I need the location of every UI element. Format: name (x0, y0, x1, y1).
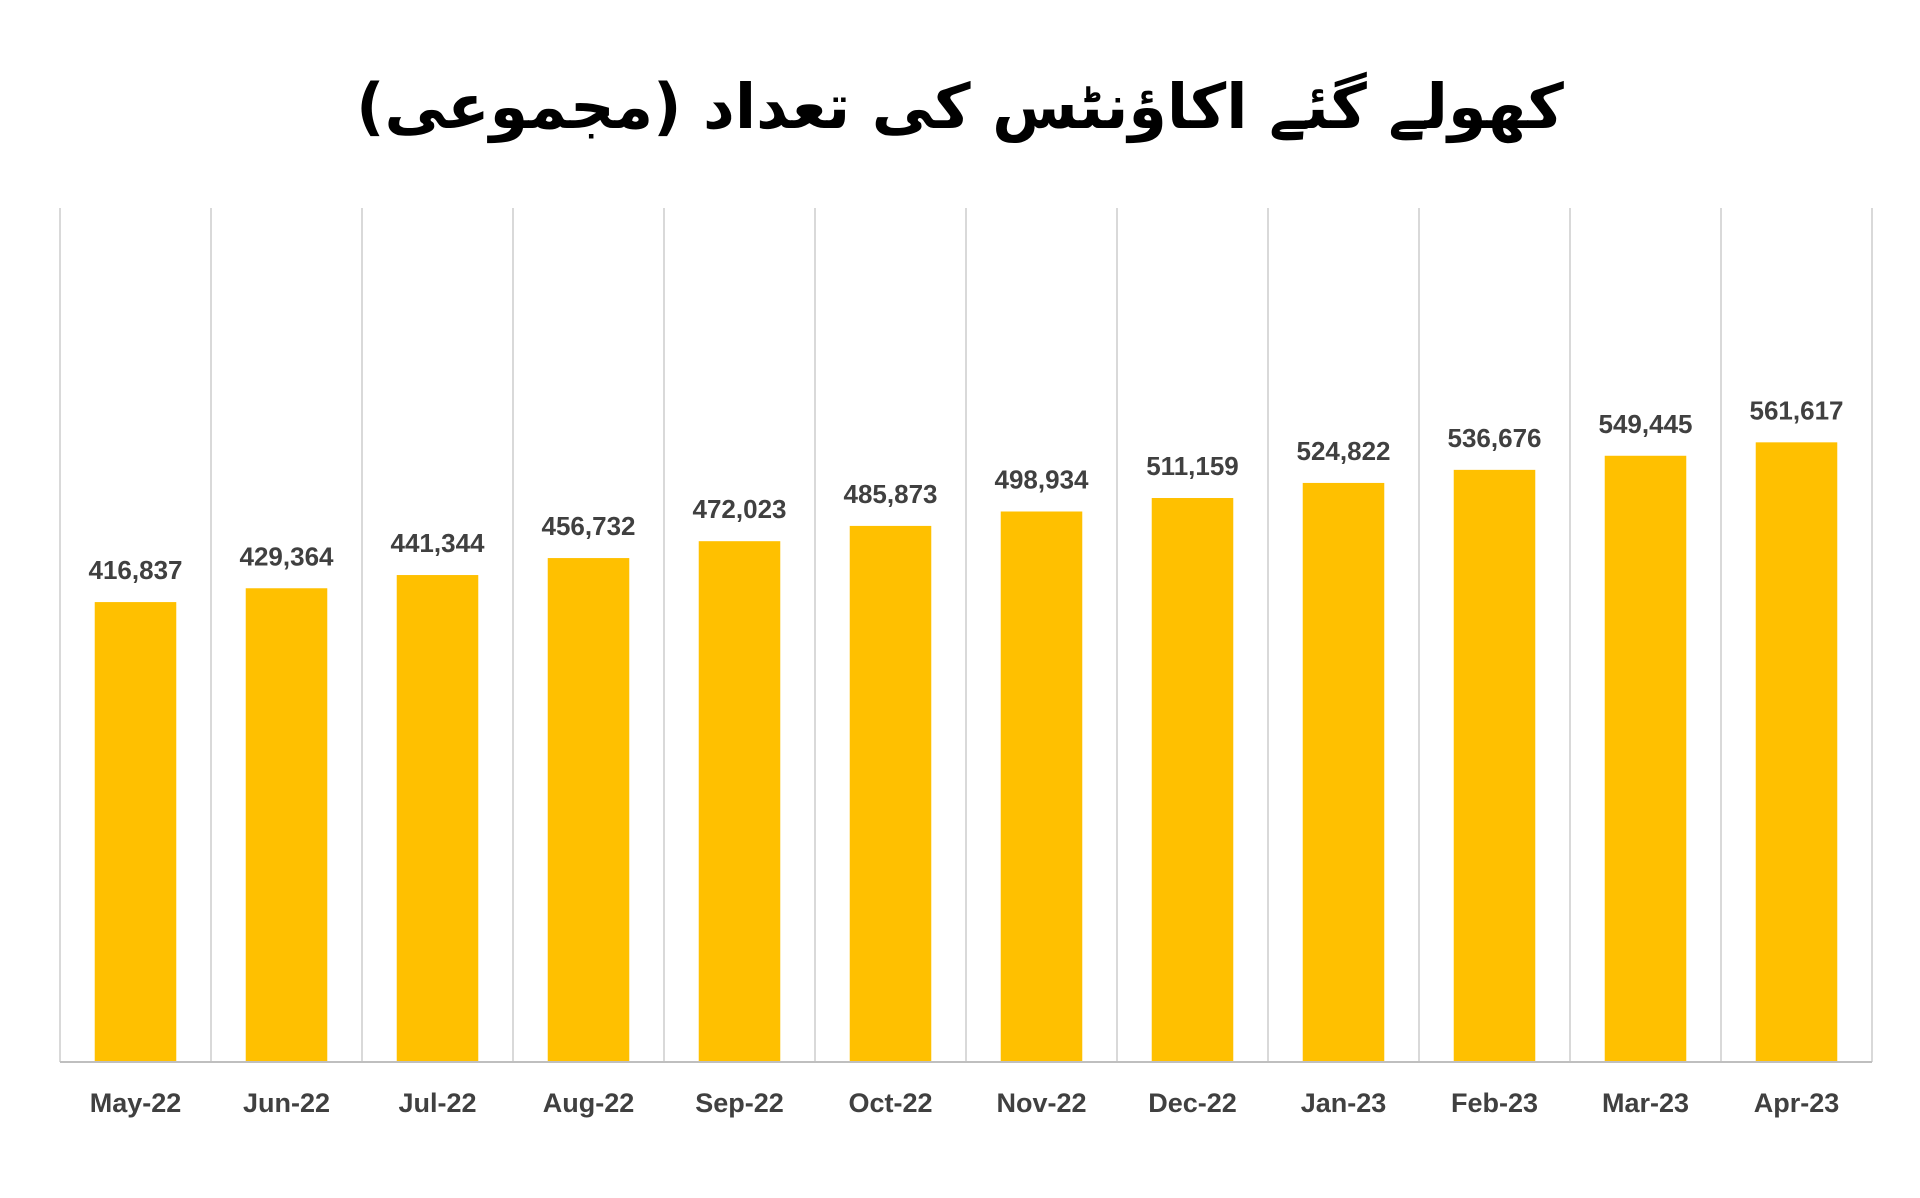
bar-jan-23 (1302, 482, 1385, 1062)
tick-label-dec-22: Dec-22 (1148, 1088, 1237, 1118)
data-label-oct-22: 485,873 (844, 479, 938, 509)
bar-nov-22 (1000, 511, 1083, 1062)
bar-may-22 (94, 602, 177, 1062)
grid-layer (59, 208, 1873, 1062)
label-layer: 416,837 May-22 429,364 Jun-22 441,344 Jul-22 4… (89, 395, 1844, 1118)
bar-mar-23 (1604, 455, 1687, 1062)
bar-oct-22 (849, 525, 932, 1062)
data-label-jan-23: 524,822 (1297, 436, 1391, 466)
bar-aug-22 (547, 558, 630, 1062)
tick-label-aug-22: Aug-22 (543, 1088, 635, 1118)
data-label-may-22: 416,837 (89, 555, 183, 585)
tick-label-jan-23: Jan-23 (1301, 1088, 1387, 1118)
tick-label-sep-22: Sep-22 (695, 1088, 784, 1118)
tick-label-jul-22: Jul-22 (398, 1088, 476, 1118)
tick-label-mar-23: Mar-23 (1602, 1088, 1689, 1118)
data-label-mar-23: 549,445 (1599, 409, 1693, 439)
tick-label-may-22: May-22 (90, 1088, 182, 1118)
bar-feb-23 (1453, 469, 1536, 1062)
tick-label-feb-23: Feb-23 (1451, 1088, 1538, 1118)
bar-jun-22 (245, 588, 328, 1062)
data-label-aug-22: 456,732 (542, 511, 636, 541)
tick-label-nov-22: Nov-22 (996, 1088, 1086, 1118)
data-label-jun-22: 429,364 (240, 541, 335, 571)
data-label-feb-23: 536,676 (1448, 423, 1542, 453)
data-label-nov-22: 498,934 (995, 464, 1090, 494)
chart-title: کھولے گئے اکاؤنٹس کی تعداد (مجموعی) (356, 70, 1564, 143)
data-label-apr-23: 561,617 (1750, 395, 1844, 425)
bar-apr-23 (1755, 442, 1838, 1062)
tick-label-apr-23: Apr-23 (1754, 1088, 1840, 1118)
bar-layer (94, 442, 1838, 1062)
bar-sep-22 (698, 541, 781, 1062)
bar-jul-22 (396, 575, 479, 1062)
tick-label-oct-22: Oct-22 (848, 1088, 932, 1118)
data-label-sep-22: 472,023 (693, 494, 787, 524)
data-label-jul-22: 441,344 (391, 528, 486, 558)
tick-label-jun-22: Jun-22 (243, 1088, 330, 1118)
bar-dec-22 (1151, 498, 1234, 1062)
data-label-dec-22: 511,159 (1146, 451, 1239, 481)
